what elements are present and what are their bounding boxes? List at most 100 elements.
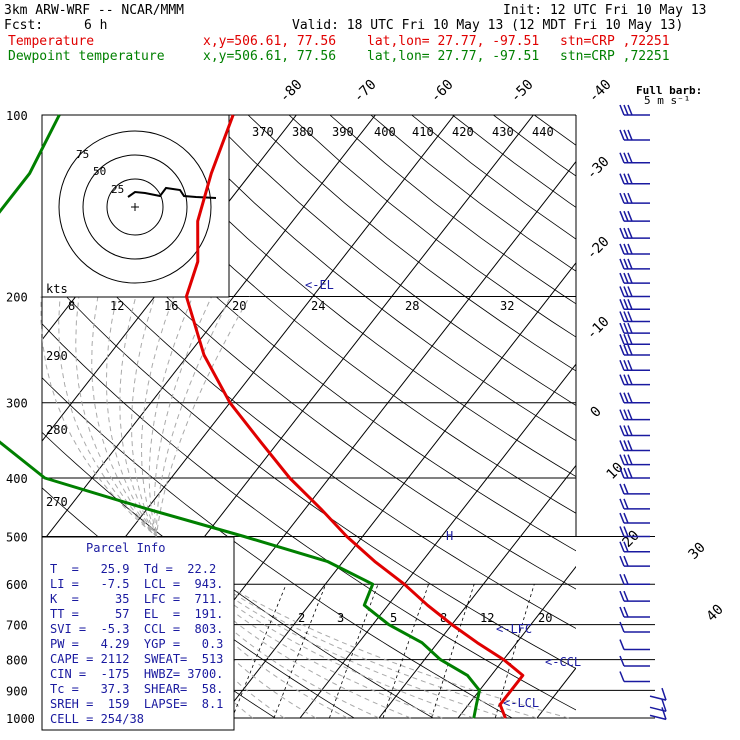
wind-barb [619,606,650,618]
wind-barb-flag [619,590,625,602]
wind-barb [619,243,650,255]
model-title: 3km ARW-WRF -- NCAR/MMM [4,3,184,18]
wind-barb-flag [627,192,633,204]
wind-barb-flag [619,454,625,465]
dry-adiabat [125,115,576,478]
wind-barb [619,498,650,510]
pressure-tick-label: 800 [6,654,28,668]
wind-barb-flag [623,409,629,420]
parcel-row: LI = -7.5 LCL = 943. [50,577,223,591]
isotherm-label: 0 [588,404,605,421]
wind-barb-flag [627,374,633,385]
pressure-tick-label: 900 [6,684,28,698]
wind-barb-flag [619,286,625,297]
wind-speed-label: 12 [110,299,124,313]
isotherm-line [220,262,576,718]
temperature-profile [184,114,525,719]
wind-barb-flag [619,299,625,310]
wind-barb-flag [619,359,625,371]
wind-barb-flag [623,311,629,322]
wind-barb-flag [619,344,625,356]
wind-barb [619,192,650,204]
wind-barb-flag [619,173,625,184]
wind-barb-flag [623,322,629,334]
wind-speed-label: 32 [500,299,514,313]
isotherm-label: -30 [584,154,613,183]
wind-barb-flag [627,454,633,465]
wind-barb [619,359,650,371]
wind-barb-flag [623,573,629,585]
theta-e-label: 400 [374,125,396,139]
wind-barb-flag [619,639,625,650]
isotherm-label: -80 [277,77,306,106]
mixing-ratio-line [431,584,475,719]
dry-adiabat [616,115,740,718]
wind-barb-flag [619,440,625,451]
isotherm-label: -60 [428,77,457,106]
parcel-row: CAPE = 2112 SWEAT= 513 [50,652,223,666]
wind-barb-flag [619,152,625,164]
wind-barb-flag [623,210,629,222]
wind-barb-flag [623,359,629,371]
wind-barb-flag [619,243,625,255]
pressure-tick-label: 1000 [6,712,35,726]
wind-barb [619,272,650,284]
dry-adiabat [42,164,576,590]
pressure-tick-label: 200 [6,291,28,305]
parcel-row: TT = 57 EL = 191. [50,607,223,621]
dry-adiabat [42,216,576,629]
hodograph-ring-label-75: 75 [76,148,89,161]
wind-barb-flag [619,322,625,334]
wind-barb [619,210,650,222]
dry-adiabat [247,115,576,372]
parcel-row: PW = 4.29 YGP = 0.3 [50,637,223,651]
wind-barb-flag [627,243,633,255]
wind-barb [619,322,650,334]
hodograph-trace [127,186,217,199]
temperature-xy: x,y=506.61, 77.56 [203,34,336,49]
wind-barb-flag [619,498,625,510]
pressure-tick-label: 600 [6,578,28,592]
mixing-ratio-label: 2 [298,611,305,625]
wind-barb [619,299,650,311]
wind-barb-flag [619,333,625,345]
wind-barb-flag [623,467,629,479]
wind-barb-shaft [649,714,667,721]
wind-barb-flag [627,440,633,451]
wet-adiabat [105,296,443,719]
wind-barb [619,655,650,667]
wind-barb [619,526,650,538]
parcel-row: CIN = -175 HWBZ= 3700. [50,667,223,681]
wind-barb-flag [619,573,625,585]
wind-barb [619,590,650,602]
lcl-marker: <-LCL [503,696,539,710]
wind-barb [619,573,650,585]
wind-barb-flag [623,129,629,141]
wind-barb-flag [619,671,625,682]
theta-e-label: 410 [412,125,434,139]
pressure-tick-label: 400 [6,472,28,486]
isotherm-line [616,115,740,718]
wind-barb-flag [619,606,625,618]
wind-barb [619,639,650,651]
wind-barb-flag [627,227,633,239]
wind-barb-flag [623,258,629,270]
ccl-marker: <-CCL [545,655,581,669]
wind-barb-flag [619,227,625,239]
wind-barb [619,541,650,553]
wind-barb-flag [619,374,625,385]
dewpoint-latlon: lat,lon= 27.77, -97.51 [367,49,539,64]
parcel-row: SVI = -5.3 CCL = 803. [50,622,223,636]
wind-barb-flag [619,655,625,667]
wind-barb-flag [623,512,629,524]
hodograph-ring-label-50: 50 [93,165,106,178]
dry-adiabat [657,115,740,718]
wind-barb-flag [619,409,625,420]
wind-barb-flag [623,483,629,495]
dry-adiabat [534,115,576,146]
wind-speed-label: 16 [164,299,178,313]
isotherm-line [378,464,576,718]
isotherm-line [695,115,740,718]
wind-barb-flag [623,590,629,602]
